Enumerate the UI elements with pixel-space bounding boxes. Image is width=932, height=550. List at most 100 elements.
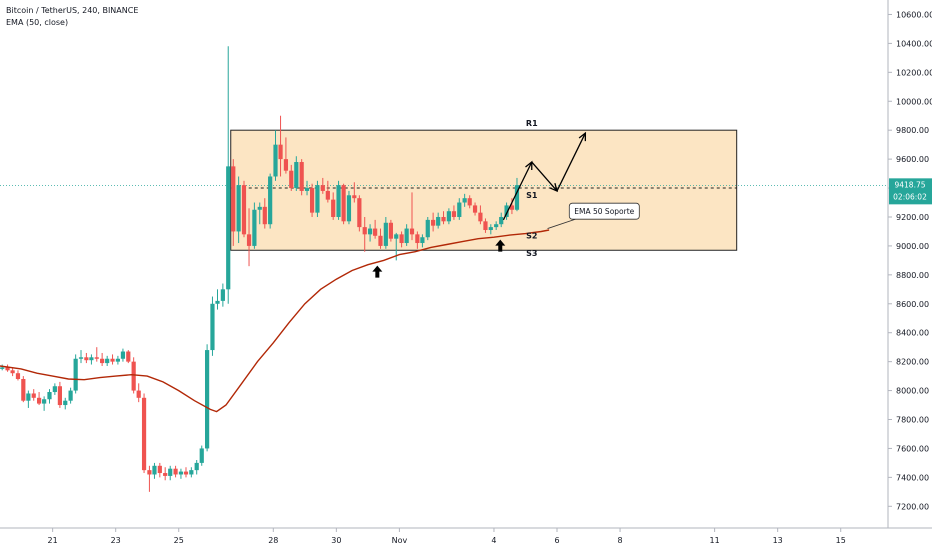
candle-up[interactable] — [367, 228, 373, 235]
candle-down[interactable] — [373, 228, 378, 236]
candle-up[interactable] — [210, 303, 215, 351]
candle-up[interactable] — [42, 399, 47, 404]
candle-down[interactable] — [409, 228, 415, 235]
candle-up[interactable] — [189, 470, 194, 475]
candle-up[interactable] — [446, 211, 451, 222]
candle-up[interactable] — [47, 392, 52, 400]
candle-up[interactable] — [257, 206, 262, 210]
candle-up[interactable] — [115, 358, 120, 362]
candle-up[interactable] — [152, 465, 157, 475]
candle-down[interactable] — [325, 190, 330, 200]
candle-up[interactable] — [63, 400, 68, 406]
candle-down[interactable] — [21, 379, 26, 401]
candle-down[interactable] — [110, 358, 115, 362]
indicator-legend[interactable]: EMA (50, close) — [6, 18, 69, 27]
candle-down[interactable] — [126, 351, 131, 362]
candle-down[interactable] — [183, 471, 189, 475]
candle-up[interactable] — [394, 234, 399, 239]
candle-down[interactable] — [15, 373, 21, 380]
candle-down[interactable] — [131, 361, 136, 391]
candle-down[interactable] — [362, 227, 367, 235]
candle-up[interactable] — [383, 222, 388, 246]
candle-down[interactable] — [352, 195, 357, 199]
candle-down[interactable] — [283, 159, 289, 171]
ema-50-line[interactable] — [0, 229, 550, 413]
candle-down[interactable] — [451, 211, 457, 217]
candle-down[interactable] — [483, 221, 488, 231]
candle-up[interactable] — [488, 227, 493, 231]
candle-up[interactable] — [346, 195, 352, 222]
candle-up[interactable] — [514, 185, 520, 210]
projection-segment[interactable] — [502, 161, 533, 221]
candle-up[interactable] — [462, 198, 467, 203]
candle-up[interactable] — [194, 462, 199, 471]
candle-up[interactable] — [105, 358, 110, 364]
candle-down[interactable] — [309, 188, 315, 213]
candle-up[interactable] — [404, 228, 409, 244]
candle-up[interactable] — [26, 393, 31, 401]
candle-up[interactable] — [436, 216, 441, 226]
candle-down[interactable] — [173, 468, 178, 475]
candle-up[interactable] — [205, 350, 210, 449]
candle-up[interactable] — [336, 185, 341, 217]
current-price-tag[interactable] — [889, 178, 932, 205]
candle-down[interactable] — [399, 234, 404, 244]
candle-up[interactable] — [499, 216, 504, 225]
candle-down[interactable] — [84, 357, 89, 361]
projection-segment[interactable] — [531, 161, 558, 192]
candle-down[interactable] — [241, 185, 247, 235]
candle-down[interactable] — [441, 216, 446, 222]
candle-down[interactable] — [246, 234, 252, 246]
candle-up[interactable] — [304, 188, 310, 191]
candle-down[interactable] — [231, 166, 236, 232]
candle-down[interactable] — [357, 198, 362, 228]
candle-down[interactable] — [331, 199, 336, 217]
projection-segment[interactable] — [556, 132, 586, 192]
candle-down[interactable] — [467, 198, 472, 206]
candle-up[interactable] — [52, 386, 57, 393]
candle-up[interactable] — [78, 357, 84, 359]
candle-down[interactable] — [478, 212, 483, 222]
candle-down[interactable] — [57, 386, 62, 406]
candle-down[interactable] — [378, 235, 383, 246]
candle-down[interactable] — [299, 162, 304, 191]
candle-up[interactable] — [0, 367, 5, 369]
candle-down[interactable] — [10, 370, 15, 374]
candle-up[interactable] — [178, 471, 184, 475]
candle-down[interactable] — [100, 358, 105, 364]
candle-up[interactable] — [220, 289, 225, 301]
candle-up[interactable] — [273, 144, 278, 177]
candle-up[interactable] — [73, 358, 78, 391]
candle-up[interactable] — [494, 224, 499, 228]
candle-down[interactable] — [262, 206, 267, 225]
candle-down[interactable] — [509, 205, 515, 210]
candle-up[interactable] — [425, 219, 430, 238]
candle-up[interactable] — [68, 390, 73, 401]
candle-up[interactable] — [89, 357, 94, 361]
candle-up[interactable] — [268, 176, 273, 225]
candle-down[interactable] — [320, 185, 325, 191]
candle-up[interactable] — [236, 185, 241, 232]
candle-down[interactable] — [147, 470, 152, 475]
candle-up[interactable] — [199, 448, 204, 463]
up-arrow-icon[interactable] — [495, 239, 506, 252]
range-zone-rectangle[interactable] — [230, 129, 738, 251]
candle-down[interactable] — [289, 170, 294, 189]
candle-down[interactable] — [94, 357, 99, 359]
up-arrow-icon[interactable] — [372, 265, 383, 278]
candle-up[interactable] — [504, 205, 509, 217]
candle-down[interactable] — [5, 367, 10, 371]
candle-up[interactable] — [252, 209, 257, 246]
candle-down[interactable] — [431, 219, 436, 226]
symbol-title[interactable]: Bitcoin / TetherUS, 240, BINANCE — [6, 6, 139, 15]
candle-up[interactable] — [168, 468, 173, 476]
candle-up[interactable] — [294, 162, 299, 189]
candle-down[interactable] — [163, 473, 168, 476]
candle-down[interactable] — [388, 222, 393, 239]
candle-up[interactable] — [215, 300, 220, 304]
candle-up[interactable] — [120, 351, 126, 359]
candle-down[interactable] — [141, 397, 147, 471]
callout-box[interactable] — [568, 202, 640, 220]
candle-up[interactable] — [226, 166, 231, 290]
